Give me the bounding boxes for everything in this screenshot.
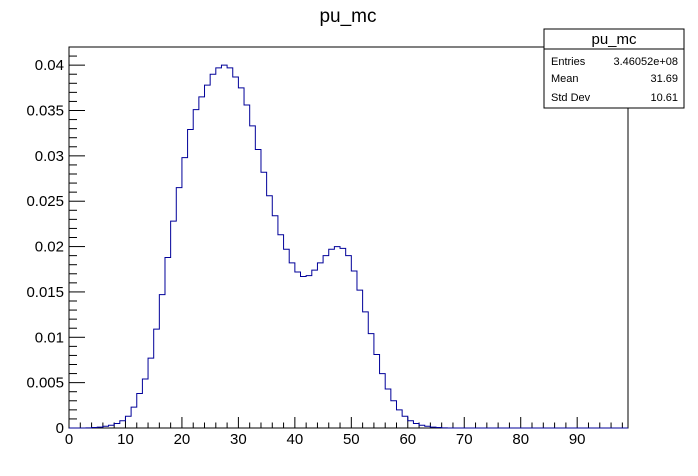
y-tick-label: 0: [56, 420, 64, 437]
y-tick-label: 0.035: [26, 103, 64, 120]
stats-stddev-label: Std Dev: [551, 92, 591, 104]
y-tick-label: 0.03: [35, 148, 64, 165]
y-axis-ticks: 0 0.005 0.01 0.015 0.02 0.025 0.03 0.035 0.04: [26, 46, 85, 437]
stats-mean-label: Mean: [551, 73, 579, 85]
x-tick-label: 90: [569, 431, 586, 448]
x-tick-label: 60: [399, 431, 416, 448]
histogram-series-line: [69, 64, 628, 429]
stats-box: pu_mc Entries 3.46052e+08 Mean 31.69 Std…: [543, 28, 685, 109]
y-tick-label: 0.005: [26, 375, 64, 392]
x-tick-label: 10: [117, 431, 134, 448]
x-tick-label: 0: [65, 431, 73, 448]
chart-title: pu_mc: [319, 6, 376, 27]
x-tick-label: 80: [512, 431, 529, 448]
y-tick-label: 0.025: [26, 193, 64, 210]
stats-entries-value: 3.46052e+08: [613, 56, 678, 68]
y-tick-label: 0.02: [35, 239, 64, 256]
x-tick-label: 20: [174, 431, 191, 448]
x-axis-ticks: 0 10 20 30 40 50 60 70 80 90: [65, 417, 623, 448]
x-tick-label: 70: [456, 431, 473, 448]
stats-entries-label: Entries: [551, 56, 586, 68]
x-tick-label: 30: [230, 431, 247, 448]
y-tick-label: 0.04: [35, 57, 64, 74]
x-tick-label: 50: [343, 431, 360, 448]
x-tick-label: 40: [287, 431, 304, 448]
y-tick-label: 0.01: [35, 329, 64, 346]
y-tick-label: 0.015: [26, 284, 64, 301]
stats-stddev-value: 10.61: [650, 92, 678, 104]
stats-box-frame: [543, 28, 685, 109]
stats-box-title: pu_mc: [591, 31, 637, 48]
stats-mean-value: 31.69: [650, 73, 678, 85]
